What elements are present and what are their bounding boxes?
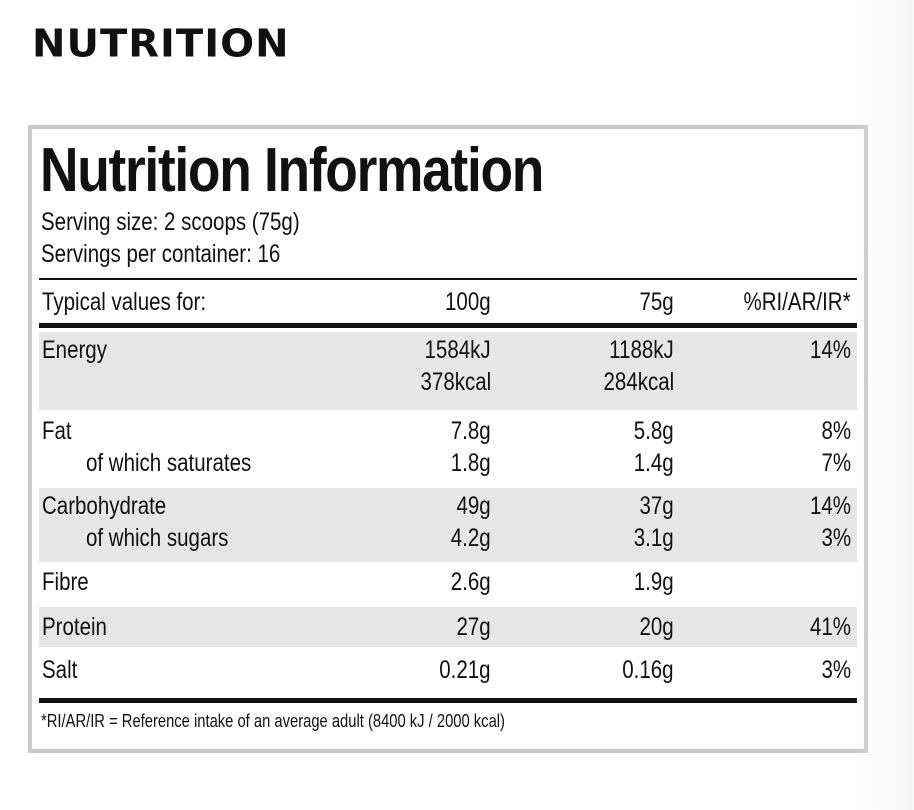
row-subname: of which sugars (86, 524, 229, 552)
edge-shadow (854, 0, 914, 810)
row-name: Energy (42, 336, 107, 364)
table-row-carbohydrate: Carbohydrate 49g 37g 14% of which sugars… (39, 488, 857, 562)
table-row-fibre: Fibre 2.6g 1.9g (39, 562, 857, 606)
row-name: Protein (42, 613, 107, 641)
row-value-100g: 27g (456, 613, 491, 641)
row-value-ri: 41% (809, 613, 851, 641)
header-col-75g: 75g (639, 288, 674, 316)
row-sub-value-100g: 1.8g (451, 449, 491, 477)
row-value-75g: 1.9g (634, 568, 674, 596)
row-value-ri: 8% (821, 417, 851, 445)
panel-title: Nutrition Information (40, 136, 544, 205)
row-name: Carbohydrate (42, 492, 167, 520)
row-name: Fibre (42, 568, 89, 596)
section-heading: NUTRITION (32, 22, 290, 66)
table-row-energy: Energy 1584kJ 378kcal 1188kJ 284kcal 14% (39, 332, 857, 410)
row-value-75g: 20g (639, 613, 674, 641)
row-value-100g-kcal: 378kcal (420, 368, 491, 396)
table-bottom-rule (39, 698, 857, 703)
row-value-75g: 37g (639, 492, 674, 520)
footnote: *RI/AR/IR = Reference intake of an avera… (41, 711, 505, 731)
row-value-75g: 5.8g (634, 417, 674, 445)
row-sub-value-75g: 1.4g (634, 449, 674, 477)
row-value-100g: 0.21g (439, 656, 491, 684)
row-value-100g: 1584kJ (424, 336, 491, 364)
header-col-ri: %RI/AR/IR* (743, 288, 851, 316)
row-value-ri: 3% (821, 656, 851, 684)
row-sub-value-ri: 7% (821, 449, 851, 477)
header-col-100g: 100g (445, 288, 491, 316)
serving-size: Serving size: 2 scoops (75g) (41, 208, 300, 236)
table-row-fat: Fat 7.8g 5.8g 8% of which saturates 1.8g… (39, 412, 857, 487)
row-value-100g: 49g (456, 492, 491, 520)
table-row-protein: Protein 27g 20g 41% (39, 607, 857, 647)
row-value-100g: 7.8g (451, 417, 491, 445)
header-bottom-rule (39, 323, 857, 328)
servings-per-container: Servings per container: 16 (41, 240, 281, 268)
row-value-75g-kcal: 284kcal (603, 368, 674, 396)
header-label: Typical values for: (42, 288, 207, 316)
table-header-row: Typical values for: 100g 75g %RI/AR/IR* (39, 285, 857, 321)
header-top-rule (39, 278, 857, 280)
row-value-100g: 2.6g (451, 568, 491, 596)
row-sub-value-100g: 4.2g (451, 524, 491, 552)
row-value-75g: 1188kJ (609, 336, 674, 364)
row-value-ri: 14% (809, 336, 851, 364)
row-value-75g: 0.16g (622, 656, 674, 684)
row-value-ri: 14% (809, 492, 851, 520)
row-name: Salt (42, 656, 78, 684)
row-name: Fat (42, 417, 72, 445)
row-sub-value-ri: 3% (821, 524, 851, 552)
row-subname: of which saturates (86, 449, 252, 477)
row-sub-value-75g: 3.1g (634, 524, 674, 552)
table-row-salt: Salt 0.21g 0.16g 3% (39, 649, 857, 695)
nutrition-panel: Nutrition Information Serving size: 2 sc… (28, 125, 868, 753)
